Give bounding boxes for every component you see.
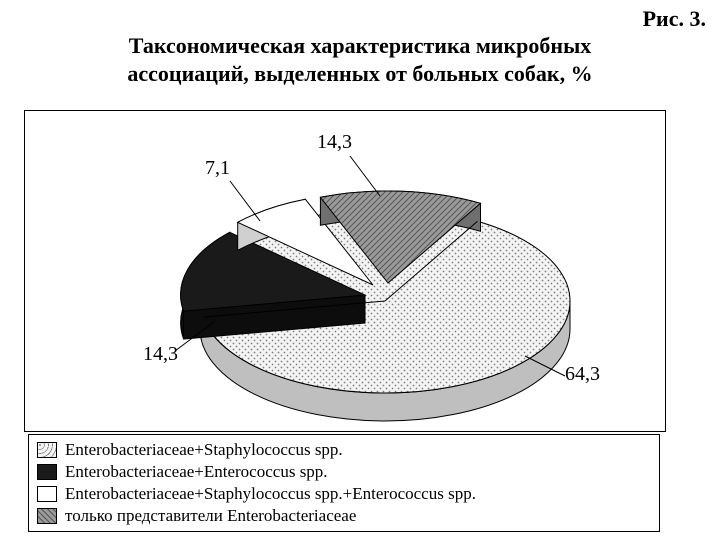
pie-value-3: 14,3	[317, 131, 352, 154]
pie-value-1: 14,3	[143, 343, 178, 366]
legend: Enterobacteriaceae+Staphylococcus spp. E…	[28, 434, 660, 532]
legend-swatch-2	[37, 486, 57, 502]
pie-value-0: 64,3	[565, 363, 600, 386]
legend-item-0: Enterobacteriaceae+Staphylococcus spp.	[37, 439, 651, 461]
legend-swatch-1	[37, 464, 57, 480]
pie-chart: 64,3 14,3 7,1 14,3	[24, 110, 666, 432]
legend-swatch-0	[37, 442, 57, 458]
pie-value-2: 7,1	[205, 157, 230, 180]
figure-label: Рис. 3.	[10, 6, 710, 32]
legend-label-2: Enterobacteriaceae+Staphylococcus spp.+E…	[65, 483, 476, 505]
legend-label-1: Enterobacteriaceae+Enterococcus spp.	[65, 461, 328, 483]
figure-title-line2: ассоциаций, выделенных от больных собак,…	[127, 61, 592, 86]
figure-title: Таксономическая характеристика микробных…	[10, 32, 710, 87]
legend-label-3: только представители Enterobacteriaceae	[65, 505, 356, 527]
legend-item-2: Enterobacteriaceae+Staphylococcus spp.+E…	[37, 483, 651, 505]
legend-item-3: только представители Enterobacteriaceae	[37, 505, 651, 527]
leader-3	[350, 156, 380, 196]
legend-item-1: Enterobacteriaceae+Enterococcus spp.	[37, 461, 651, 483]
leader-2	[230, 181, 260, 221]
legend-label-0: Enterobacteriaceae+Staphylococcus spp.	[65, 439, 343, 461]
figure-title-line1: Таксономическая характеристика микробных	[129, 33, 592, 58]
legend-swatch-3	[37, 508, 57, 524]
